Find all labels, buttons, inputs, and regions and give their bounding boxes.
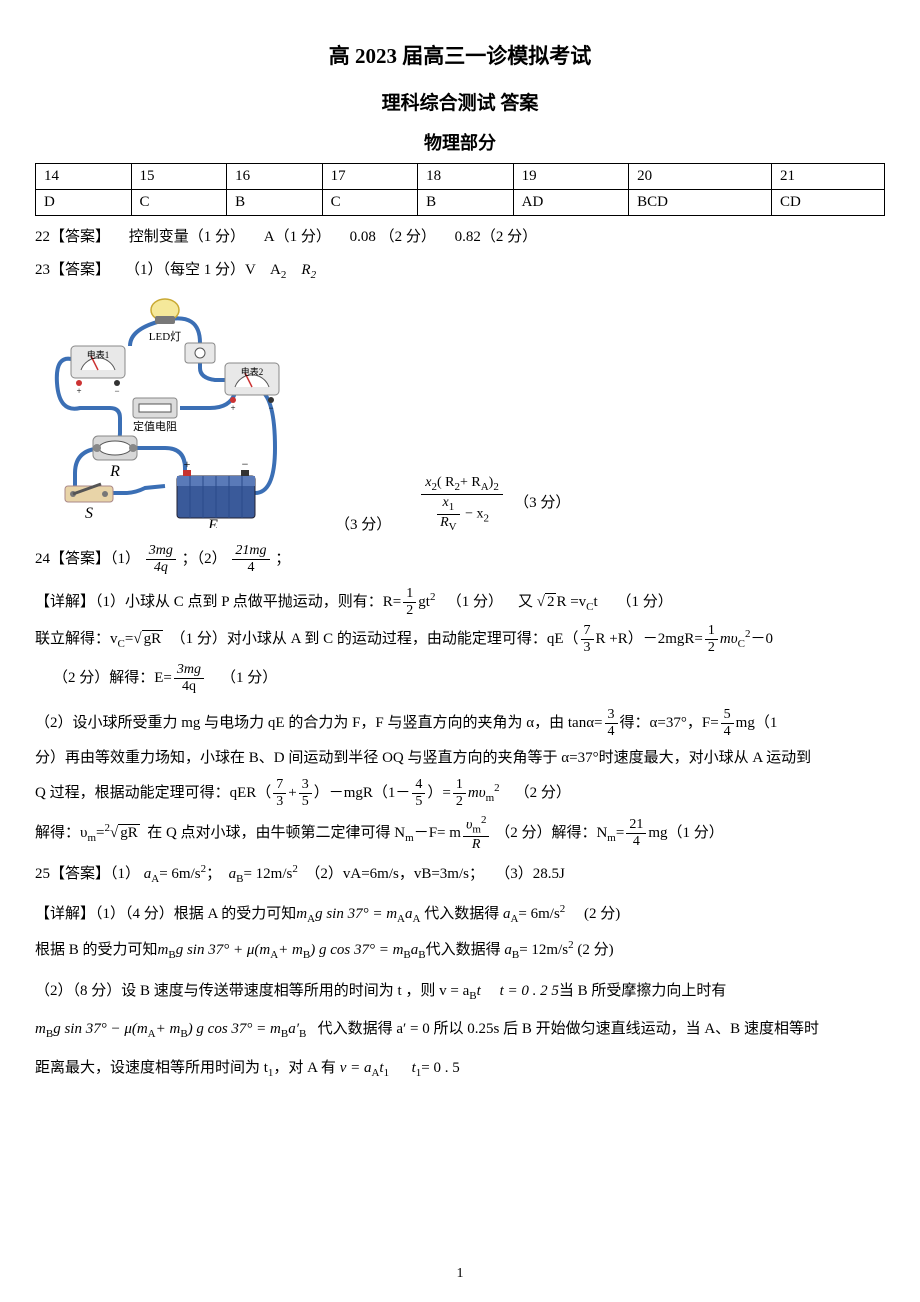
circuit-diagram: LED灯 电表1 + − 电表2 + − 定值电阻 R <box>35 298 295 528</box>
svg-text:+: + <box>184 457 191 471</box>
td-18: B <box>418 190 514 216</box>
q23-eq1: （3 分） <box>335 513 391 534</box>
q25-p2: （2）（8 分）设 B 速度与传送带速度相等所用的时间为 t ，则 v = aB… <box>35 978 885 1007</box>
table-row-values: D C B C B AD BCD CD <box>36 190 885 216</box>
q25-d1: 【详解】（1）（4 分）根据 A 的受力可知mAg sin 37° = mAaA… <box>35 900 885 930</box>
answer-table: 14 15 16 17 18 19 20 21 D C B C B AD BCD… <box>35 163 885 216</box>
q23-line: 23【答案】 （1）（每空 1 分）V A2 R2 <box>35 257 885 286</box>
title-main: 高 2023 届高三一诊模拟考试 <box>35 40 885 70</box>
th-21: 21 <box>771 164 884 190</box>
svg-text:电表1: 电表1 <box>87 349 110 360</box>
q25-d2: 根据 B 的受力可知mBg sin 37° + μ(mA+ mB) g cos … <box>35 936 885 966</box>
q25-p3: mBg sin 37° − μ(mA+ mB) g cos 37° = mBa′… <box>35 1016 885 1045</box>
td-16: B <box>227 190 323 216</box>
th-17: 17 <box>322 164 418 190</box>
th-19: 19 <box>513 164 628 190</box>
th-20: 20 <box>629 164 772 190</box>
q24-detail3: （2 分）解得：E=3mg4q （1 分） <box>35 663 885 694</box>
td-15: C <box>131 190 227 216</box>
td-17: C <box>322 190 418 216</box>
svg-text:S: S <box>85 505 93 522</box>
title-section: 物理部分 <box>35 129 885 155</box>
q23-p1: （1）（每空 1 分）V <box>125 262 256 278</box>
th-15: 15 <box>131 164 227 190</box>
td-21: CD <box>771 190 884 216</box>
svg-text:定值电阻: 定值电阻 <box>133 419 177 433</box>
q23-a2: A2 <box>270 262 286 278</box>
svg-text:电表2: 电表2 <box>241 366 264 377</box>
svg-text:−: − <box>114 386 119 396</box>
q22-a: 控制变量（1 分） <box>129 229 245 245</box>
th-16: 16 <box>227 164 323 190</box>
th-18: 18 <box>418 164 514 190</box>
q23-label: 23【答案】 <box>35 262 110 278</box>
q24-line1: 24【答案】（1） 3mg4q ；（2） 21mg4 ； <box>35 544 885 575</box>
q24-detail2: 联立解得：vC=√gR （1 分）对小球从 A 到 C 的运动过程，由动能定理可… <box>35 624 885 655</box>
svg-text:E: E <box>207 517 218 528</box>
td-20: BCD <box>629 190 772 216</box>
q23-diagram-row: LED灯 电表1 + − 电表2 + − 定值电阻 R <box>35 292 885 534</box>
q25-line1: 25【答案】（1） aA= 6m/s2； aB= 12m/s2 （2）vA=6m… <box>35 860 885 890</box>
page-number: 1 <box>0 1266 920 1282</box>
q24-p2-l3: Q 过程，根据动能定理可得：qER（73+35）－mgR（1－45）=12mυm… <box>35 778 885 809</box>
svg-text:LED灯: LED灯 <box>149 330 181 343</box>
q24-p3: 解得：υm=2√gR 在 Q 点对小球，由牛顿第二定律可得 Nm－F= mυm2… <box>35 815 885 852</box>
table-row-header: 14 15 16 17 18 19 20 21 <box>36 164 885 190</box>
q22-b: A（1 分） <box>264 229 331 245</box>
q25-p4: 距离最大，设速度相等所用时间为 t1，对 A 有 v = aAt1 t1= 0 … <box>35 1055 885 1084</box>
svg-text:−: − <box>242 457 249 471</box>
q24-p2-l2: 分）再由等效重力场知，小球在 B、D 间运动到半径 OQ 与竖直方向的夹角等于 … <box>35 745 885 772</box>
svg-text:−: − <box>268 403 273 413</box>
q24-p2-l1: （2）设小球所受重力 mg 与电场力 qE 的合力为 F，F 与竖直方向的夹角为… <box>35 708 885 739</box>
q22-line: 22【答案】 控制变量（1 分） A（1 分） 0.08 （2 分） 0.82（… <box>35 224 885 251</box>
td-19: AD <box>513 190 628 216</box>
q23-eq2: x2( R2+ RA)2 x1RV − x2 （3 分） <box>421 474 570 533</box>
svg-text:R: R <box>109 463 120 480</box>
q22-d: 0.82（2 分） <box>455 229 538 245</box>
td-14: D <box>36 190 132 216</box>
q23-r2: R2 <box>301 262 316 278</box>
q22-c: 0.08 （2 分） <box>350 229 436 245</box>
title-sub: 理科综合测试 答案 <box>35 88 885 115</box>
svg-text:+: + <box>230 403 235 413</box>
th-14: 14 <box>36 164 132 190</box>
q22-label: 22【答案】 <box>35 229 110 245</box>
svg-text:+: + <box>76 386 81 396</box>
q24-detail1: 【详解】（1）小球从 C 点到 P 点做平抛运动，则有：R=12gt2 （1 分… <box>35 587 885 618</box>
